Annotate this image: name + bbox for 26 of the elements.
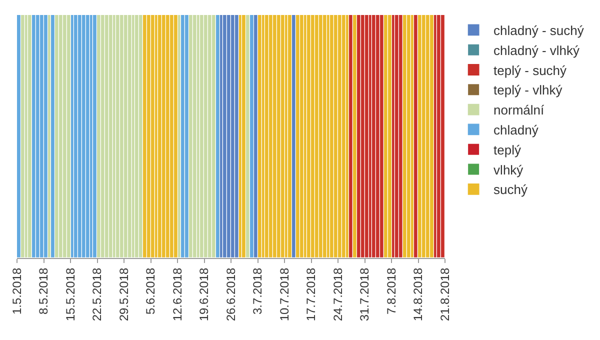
legend-label: vlhký — [494, 162, 524, 178]
x-tick-label: 3.7.2018 — [250, 267, 265, 315]
legend-label: normální — [494, 102, 545, 118]
x-tick-label: 29.5.2018 — [116, 267, 131, 322]
legend-label: teplý - vlhký — [494, 82, 563, 98]
x-tick-label: 12.6.2018 — [170, 267, 184, 322]
x-tick-label: 7.8.2018 — [384, 267, 398, 315]
x-tick-label: 1.5.2018 — [10, 267, 24, 315]
x-tick-label: 14.8.2018 — [411, 267, 426, 322]
legend-label: suchý — [494, 182, 528, 198]
legend-label: chladný - suchý — [494, 23, 584, 38]
x-tick-label: 26.6.2018 — [224, 267, 238, 322]
legend-label: chladný - vlhký — [494, 42, 580, 58]
legend-label: teplý — [494, 142, 522, 158]
x-tick-label: 21.8.2018 — [438, 267, 452, 322]
x-tick-label: 31.7.2018 — [358, 267, 372, 322]
x-tick-label: 24.7.2018 — [330, 267, 345, 322]
x-tick-label: 10.7.2018 — [277, 267, 292, 322]
x-tick-label: 15.5.2018 — [63, 267, 78, 322]
x-tick-label: 5.6.2018 — [144, 267, 158, 315]
x-tick-label: 22.5.2018 — [90, 267, 104, 322]
x-tick-label: 19.6.2018 — [197, 267, 212, 322]
legend-label: teplý - suchý — [494, 62, 568, 78]
x-tick-label: 8.5.2018 — [36, 267, 51, 315]
x-tick-label: 17.7.2018 — [304, 267, 318, 322]
legend-label: chladný — [494, 122, 539, 138]
